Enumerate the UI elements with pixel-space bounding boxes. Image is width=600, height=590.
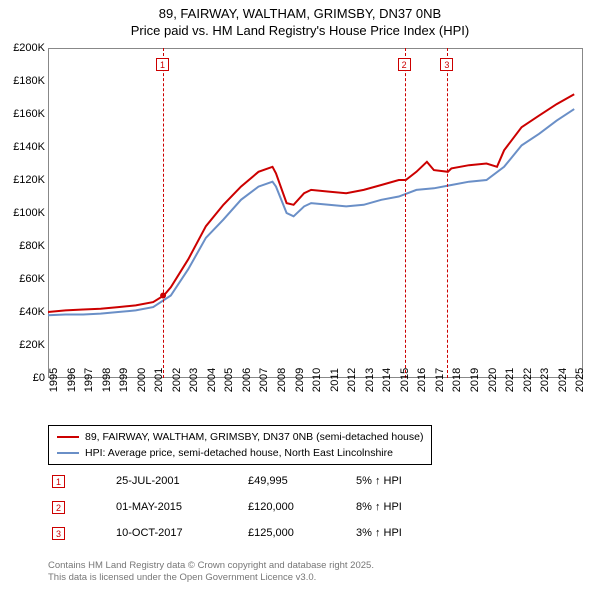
x-axis-tick: 2001 (153, 368, 165, 392)
sale-price: £49,995 (248, 475, 356, 487)
x-axis-tick: 2017 (434, 368, 446, 392)
sale-marker-line (447, 48, 448, 378)
sale-date: 01-MAY-2015 (116, 501, 248, 513)
sale-marker-badge: 1 (156, 58, 169, 71)
x-axis-tick: 2005 (223, 368, 235, 392)
y-axis-tick: £20K (19, 339, 45, 351)
y-axis-tick: £180K (13, 75, 45, 87)
x-axis-tick: 2019 (469, 368, 481, 392)
series-line-hpi (48, 109, 574, 315)
footer-line: This data is licensed under the Open Gov… (48, 572, 374, 584)
x-axis-tick: 2000 (136, 368, 148, 392)
y-axis-tick: £60K (19, 273, 45, 285)
y-axis-tick: £40K (19, 306, 45, 318)
sale-pct: 8% ↑ HPI (356, 501, 476, 513)
x-axis-tick: 2012 (346, 368, 358, 392)
x-axis-tick: 2021 (504, 368, 516, 392)
x-axis-tick: 1996 (66, 368, 78, 392)
marker-badge: 1 (52, 475, 65, 488)
x-axis-tick: 1998 (101, 368, 113, 392)
x-axis-tick: 2002 (171, 368, 183, 392)
sales-table: 1 25-JUL-2001 £49,995 5% ↑ HPI 2 01-MAY-… (52, 468, 476, 546)
legend-swatch (57, 436, 79, 438)
footer-line: Contains HM Land Registry data © Crown c… (48, 560, 374, 572)
legend-label: 89, FAIRWAY, WALTHAM, GRIMSBY, DN37 0NB … (85, 431, 423, 443)
y-axis-tick: £140K (13, 141, 45, 153)
table-row: 2 01-MAY-2015 £120,000 8% ↑ HPI (52, 494, 476, 520)
sale-marker-line (163, 48, 164, 378)
x-axis-tick: 2020 (487, 368, 499, 392)
x-axis-tick: 2006 (241, 368, 253, 392)
y-axis-tick: £120K (13, 174, 45, 186)
chart-title-line1: 89, FAIRWAY, WALTHAM, GRIMSBY, DN37 0NB (0, 6, 600, 23)
x-axis-tick: 2015 (399, 368, 411, 392)
chart-title-block: 89, FAIRWAY, WALTHAM, GRIMSBY, DN37 0NB … (0, 0, 600, 40)
x-axis-tick: 2018 (451, 368, 463, 392)
line-series (48, 48, 583, 378)
chart-title-line2: Price paid vs. HM Land Registry's House … (0, 23, 600, 40)
marker-badge: 3 (52, 527, 65, 540)
sale-date: 10-OCT-2017 (116, 527, 248, 539)
x-axis-tick: 2023 (539, 368, 551, 392)
y-axis-tick: £200K (13, 42, 45, 54)
chart-footer: Contains HM Land Registry data © Crown c… (48, 560, 374, 584)
x-axis-tick: 1997 (83, 368, 95, 392)
x-axis-tick: 1995 (48, 368, 60, 392)
sale-pct: 5% ↑ HPI (356, 475, 476, 487)
sale-date: 25-JUL-2001 (116, 475, 248, 487)
price-chart: 89, FAIRWAY, WALTHAM, GRIMSBY, DN37 0NB … (0, 0, 600, 590)
legend-label: HPI: Average price, semi-detached house,… (85, 447, 393, 459)
x-axis-tick: 2025 (574, 368, 586, 392)
legend-swatch (57, 452, 79, 454)
x-axis-tick: 2009 (294, 368, 306, 392)
x-axis-tick: 2022 (522, 368, 534, 392)
sale-price: £125,000 (248, 527, 356, 539)
x-axis-tick: 2013 (364, 368, 376, 392)
marker-badge: 2 (52, 501, 65, 514)
x-axis-tick: 2008 (276, 368, 288, 392)
y-axis-tick: £80K (19, 240, 45, 252)
sale-marker-line (405, 48, 406, 378)
y-axis-tick: £160K (13, 108, 45, 120)
x-axis-tick: 2010 (311, 368, 323, 392)
y-axis-tick: £100K (13, 207, 45, 219)
sale-price: £120,000 (248, 501, 356, 513)
legend-row: HPI: Average price, semi-detached house,… (57, 445, 423, 461)
x-axis-tick: 2003 (188, 368, 200, 392)
sale-pct: 3% ↑ HPI (356, 527, 476, 539)
x-axis-tick: 2014 (381, 368, 393, 392)
x-axis-tick: 2007 (258, 368, 270, 392)
sale-marker-badge: 2 (398, 58, 411, 71)
x-axis-tick: 2024 (557, 368, 569, 392)
table-row: 3 10-OCT-2017 £125,000 3% ↑ HPI (52, 520, 476, 546)
legend-row: 89, FAIRWAY, WALTHAM, GRIMSBY, DN37 0NB … (57, 429, 423, 445)
x-axis-tick: 1999 (118, 368, 130, 392)
chart-legend: 89, FAIRWAY, WALTHAM, GRIMSBY, DN37 0NB … (48, 425, 432, 465)
x-axis-tick: 2016 (416, 368, 428, 392)
table-row: 1 25-JUL-2001 £49,995 5% ↑ HPI (52, 468, 476, 494)
sale-marker-badge: 3 (440, 58, 453, 71)
y-axis-tick: £0 (33, 372, 45, 384)
x-axis-tick: 2004 (206, 368, 218, 392)
x-axis-tick: 2011 (329, 368, 341, 392)
